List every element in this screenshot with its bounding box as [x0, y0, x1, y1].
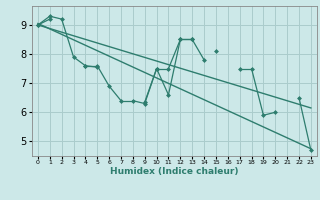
X-axis label: Humidex (Indice chaleur): Humidex (Indice chaleur)	[110, 167, 239, 176]
